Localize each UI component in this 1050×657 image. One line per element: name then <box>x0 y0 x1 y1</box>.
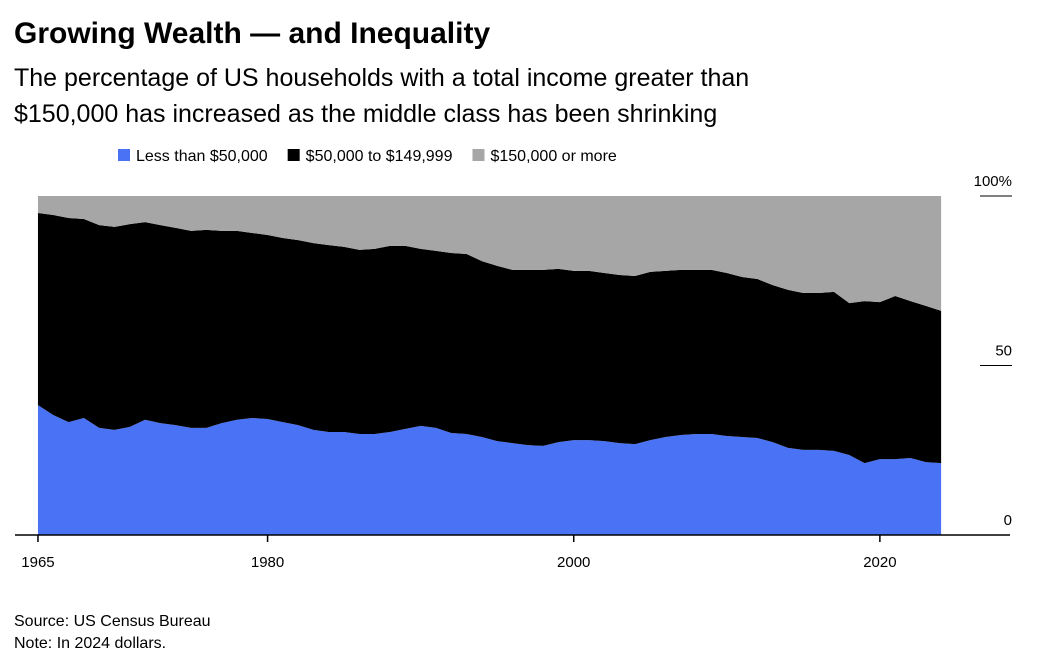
y-tick-label: 0 <box>1004 512 1012 529</box>
plot-area: 0 50 100% 1965 1980 2000 2020 <box>15 173 1012 571</box>
x-tick-label: 2000 <box>557 554 590 571</box>
x-tick-label: 2020 <box>863 554 896 571</box>
legend-swatch <box>287 149 300 161</box>
legend: Less than $50,000 $50,000 to $149,999 $150… <box>118 148 617 165</box>
area <box>37 212 942 464</box>
x-tick-label: 1965 <box>21 554 54 571</box>
legend-label: $50,000 to $149,999 <box>306 148 453 165</box>
note: Note: In 2024 dollars. <box>14 635 166 652</box>
area <box>37 405 942 535</box>
legend-label: Less than $50,000 <box>136 148 268 165</box>
legend-swatch <box>118 149 130 161</box>
legend-swatch <box>472 149 485 161</box>
y-tick-label: 50 <box>995 343 1012 360</box>
source: Source: US Census Bureau <box>14 613 211 630</box>
x-tick-label: 1980 <box>251 554 284 571</box>
chart-subtitle: $150,000 has increased as the middle cla… <box>14 100 717 128</box>
chart-title: Growing Wealth — and Inequality <box>14 17 490 50</box>
area <box>37 196 942 311</box>
y-tick-label: 100% <box>974 173 1012 190</box>
legend-label: $150,000 or more <box>490 148 616 165</box>
chart-subtitle: The percentage of US households with a t… <box>14 64 749 92</box>
